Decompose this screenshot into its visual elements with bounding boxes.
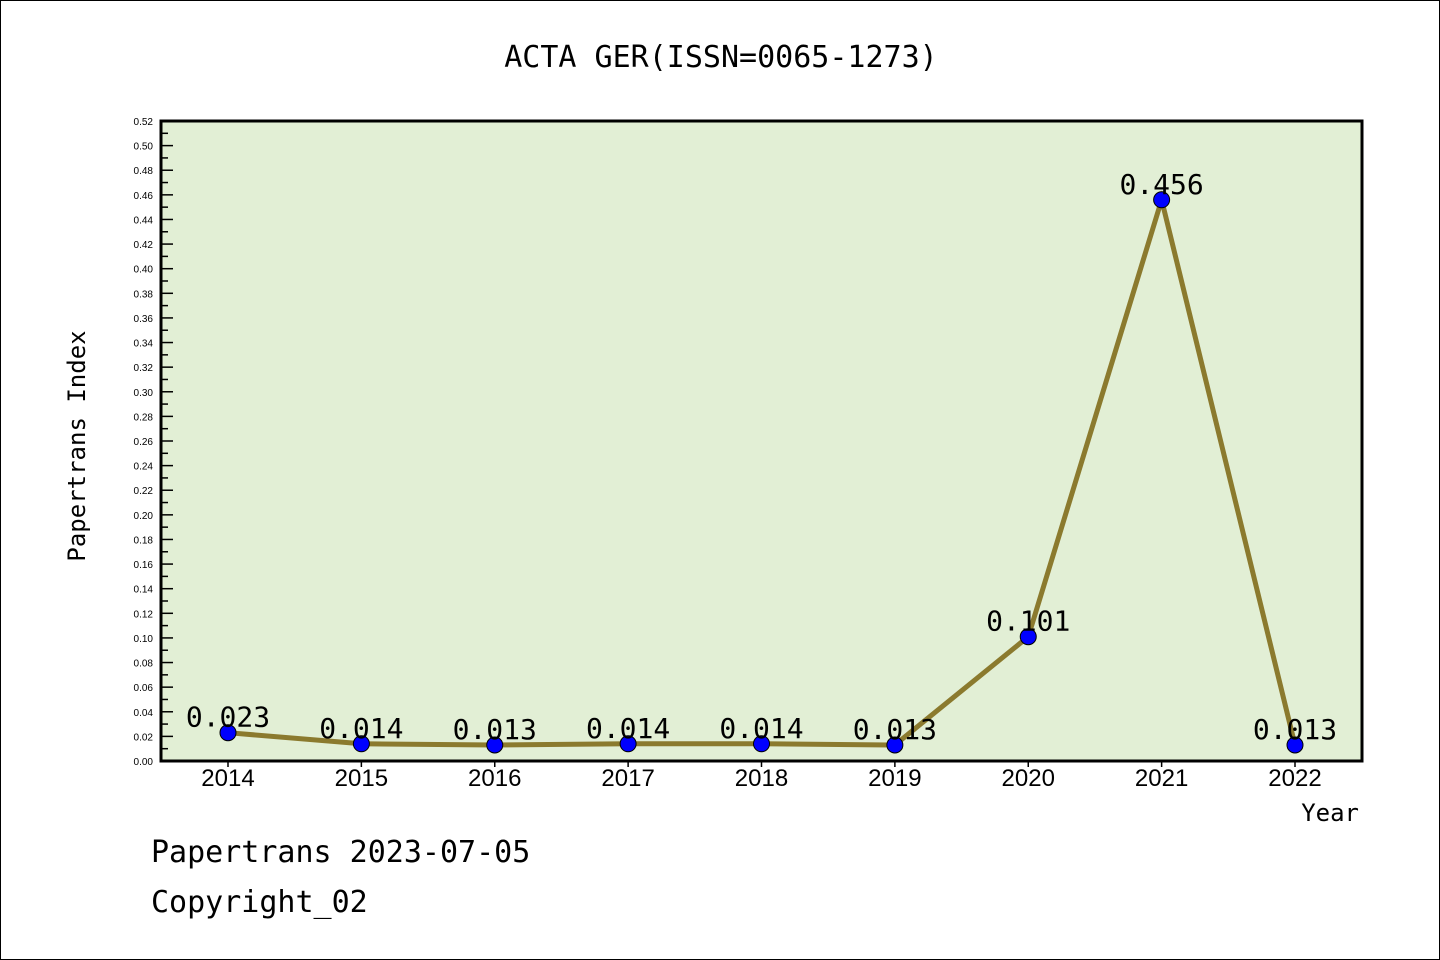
data-label: 0.014 [586, 712, 670, 745]
data-label: 0.014 [719, 712, 803, 745]
data-label: 0.013 [1253, 713, 1337, 746]
x-tick-label: 2015 [335, 765, 388, 792]
data-label: 0.013 [453, 713, 537, 746]
x-tick-label: 2016 [468, 765, 521, 792]
y-tick-label: 0.06 [134, 683, 154, 694]
x-tick-label: 2021 [1135, 765, 1188, 792]
y-tick-label: 0.50 [134, 142, 154, 153]
y-tick-label: 0.16 [134, 560, 154, 571]
y-tick-label: 0.02 [134, 732, 154, 743]
data-point [619, 735, 637, 753]
x-tick-label: 2020 [1002, 765, 1055, 792]
y-axis-label: Papertrans Index [63, 330, 91, 561]
y-tick-label: 0.00 [134, 757, 154, 768]
y-tick-label: 0.10 [134, 634, 154, 645]
footer-date: Papertrans 2023-07-05 [151, 835, 531, 870]
y-tick-label: 0.26 [134, 437, 154, 448]
y-tick-label: 0.52 [134, 117, 154, 128]
y-tick-label: 0.24 [134, 462, 154, 473]
y-tick-label: 0.20 [134, 511, 154, 522]
y-tick-label: 0.28 [134, 412, 154, 423]
data-label: 0.023 [186, 701, 270, 734]
plot-border [159, 119, 1364, 763]
data-point [1019, 628, 1037, 646]
y-tick-label: 0.48 [134, 166, 154, 177]
y-tick-label: 0.22 [134, 486, 154, 497]
x-tick-label: 2019 [868, 765, 921, 792]
footer-copyright: Copyright_02 [151, 885, 368, 920]
data-point [753, 735, 770, 753]
data-point [486, 736, 504, 754]
data-label: 0.013 [853, 713, 937, 746]
data-label: 0.101 [986, 605, 1070, 638]
chart-title: ACTA GER(ISSN=0065-1273) [504, 40, 937, 75]
y-tick-label: 0.38 [134, 289, 154, 300]
y-tick-label: 0.40 [134, 265, 154, 276]
x-tick-label: 2017 [601, 765, 654, 792]
y-tick-label: 0.34 [134, 339, 154, 350]
data-point [219, 724, 237, 742]
plot-area [161, 121, 1362, 761]
data-point [1153, 191, 1171, 209]
data-point [886, 736, 904, 754]
y-tick-label: 0.42 [134, 240, 154, 251]
x-axis-label: Year [1301, 799, 1359, 827]
y-tick-label: 0.36 [134, 314, 154, 325]
data-point [352, 735, 370, 753]
x-tick-label: 2014 [201, 765, 254, 792]
y-tick-label: 0.30 [134, 388, 154, 399]
y-tick-label: 0.32 [134, 363, 154, 374]
data-point [1286, 736, 1304, 754]
x-tick-label: 2022 [1268, 765, 1321, 792]
y-tick-label: 0.46 [134, 191, 154, 202]
x-tick-label: 2018 [735, 765, 788, 792]
y-tick-label: 0.12 [134, 609, 154, 620]
y-tick-label: 0.08 [134, 659, 154, 670]
y-tick-label: 0.44 [134, 215, 154, 226]
data-label: 0.014 [319, 712, 403, 745]
y-tick-label: 0.18 [134, 535, 154, 546]
data-label: 0.456 [1119, 168, 1203, 201]
y-tick-label: 0.14 [134, 585, 154, 596]
y-tick-label: 0.04 [134, 708, 154, 719]
